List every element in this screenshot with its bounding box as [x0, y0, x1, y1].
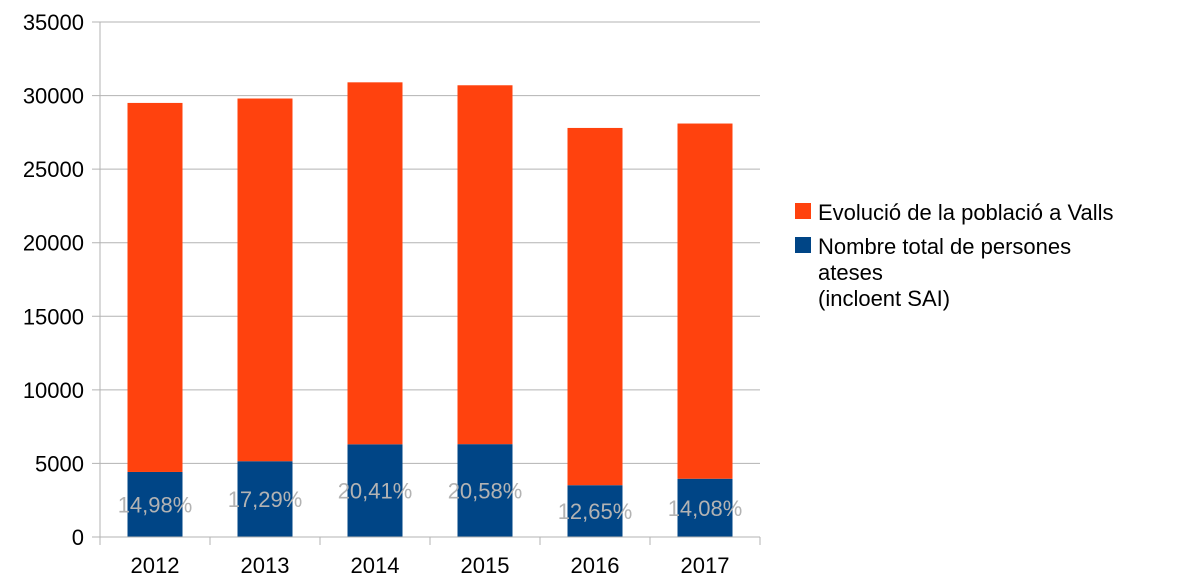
bar-segment-poblacio	[567, 127, 623, 486]
bar-segment-poblacio	[127, 102, 183, 472]
x-tick-label: 2013	[241, 553, 290, 578]
y-tick-label: 10000	[23, 378, 84, 403]
x-tick-label: 2014	[351, 553, 400, 578]
bar-segment-poblacio	[677, 123, 733, 479]
y-tick-label: 35000	[23, 10, 84, 35]
data-label: 20,41%	[338, 479, 413, 504]
y-tick-label: 20000	[23, 231, 84, 256]
gridlines	[92, 21, 760, 538]
x-tick-label: 2016	[571, 553, 620, 578]
data-label: 14,98%	[118, 492, 193, 517]
bar-segment-persones-ateses	[127, 471, 183, 537]
bar-segment-poblacio	[347, 82, 403, 445]
bar-segment-poblacio	[237, 98, 293, 462]
bar-segment-persones-ateses	[347, 444, 403, 537]
legend-swatch	[795, 203, 811, 219]
data-label: 12,65%	[558, 499, 633, 524]
y-tick-label: 15000	[23, 304, 84, 329]
y-axis-ticks: 0 5000 10000 15000 20000 25000 30000 35000	[23, 10, 84, 550]
y-tick-label: 30000	[23, 84, 84, 109]
legend-label: Nombre total de persones	[818, 234, 1071, 259]
bars	[127, 82, 733, 537]
data-labels: 14,98% 17,29% 20,41% 20,58% 12,65% 14,08%	[118, 479, 743, 525]
legend: Evolució de la població a Valls Nombre to…	[795, 200, 1114, 311]
y-tick-label: 0	[72, 525, 84, 550]
axes	[99, 22, 761, 545]
y-tick-label: 5000	[35, 451, 84, 476]
bar-segment-persones-ateses	[237, 461, 293, 537]
data-label: 20,58%	[448, 479, 523, 504]
legend-label: ateses	[818, 260, 883, 285]
x-axis-ticks: 2012 2013 2014 2015 2016 2017	[131, 553, 730, 578]
y-tick-label: 25000	[23, 157, 84, 182]
data-label: 14,08%	[668, 496, 743, 521]
data-label: 17,29%	[228, 487, 303, 512]
legend-swatch	[795, 237, 811, 253]
x-tick-label: 2015	[461, 553, 510, 578]
bar-segment-persones-ateses	[677, 478, 733, 537]
legend-label: Evolució de la població a Valls	[818, 200, 1114, 225]
bar-segment-persones-ateses	[457, 444, 513, 537]
legend-label: (incloent SAI)	[818, 286, 950, 311]
bar-segment-poblacio	[457, 85, 513, 445]
x-tick-label: 2012	[131, 553, 180, 578]
bar-segment-persones-ateses	[567, 485, 623, 537]
x-tick-label: 2017	[681, 553, 730, 578]
